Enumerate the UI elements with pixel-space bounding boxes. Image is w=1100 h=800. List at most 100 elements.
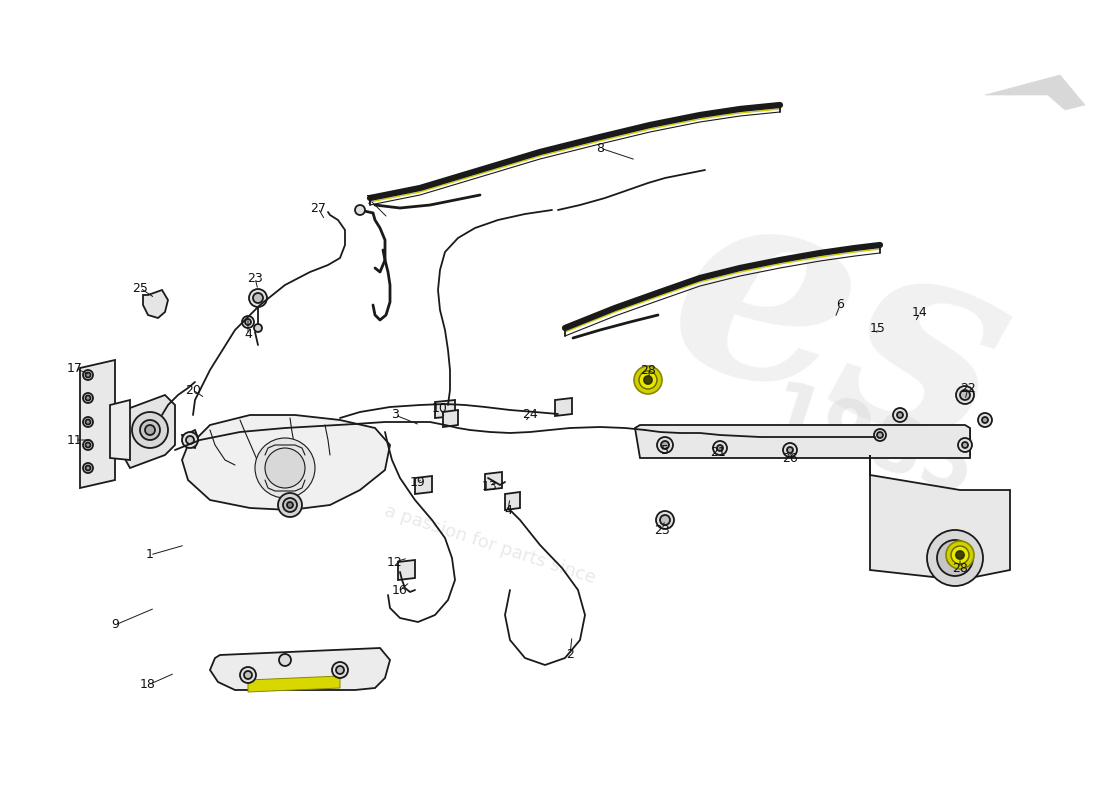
Text: 2: 2: [566, 649, 574, 662]
Circle shape: [717, 445, 723, 451]
Circle shape: [946, 541, 974, 569]
Circle shape: [82, 370, 94, 380]
Circle shape: [927, 530, 983, 586]
Text: es: es: [640, 150, 1040, 510]
Circle shape: [982, 417, 988, 423]
Text: 26: 26: [782, 451, 797, 465]
Text: 8: 8: [596, 142, 604, 154]
Circle shape: [874, 429, 886, 441]
Text: 28: 28: [953, 562, 968, 574]
Text: 9: 9: [111, 618, 119, 631]
Text: 17: 17: [67, 362, 82, 374]
Polygon shape: [182, 430, 198, 448]
Polygon shape: [635, 425, 970, 458]
Text: 7: 7: [366, 194, 374, 206]
Circle shape: [960, 390, 970, 400]
Text: 20: 20: [185, 383, 201, 397]
Polygon shape: [143, 290, 168, 318]
Text: 28: 28: [640, 363, 656, 377]
Circle shape: [253, 293, 263, 303]
Circle shape: [877, 432, 883, 438]
Text: 23: 23: [248, 271, 263, 285]
Text: 3: 3: [392, 409, 399, 422]
Circle shape: [952, 546, 969, 564]
Text: 10: 10: [432, 402, 448, 414]
Circle shape: [186, 436, 194, 444]
Text: 15: 15: [870, 322, 886, 334]
Circle shape: [265, 448, 305, 488]
Polygon shape: [120, 395, 175, 468]
Circle shape: [661, 441, 669, 449]
Circle shape: [896, 412, 903, 418]
Circle shape: [86, 395, 90, 401]
Polygon shape: [556, 398, 572, 416]
Polygon shape: [415, 476, 432, 494]
Circle shape: [893, 408, 907, 422]
Circle shape: [182, 432, 198, 448]
Text: 18: 18: [140, 678, 156, 691]
Polygon shape: [505, 492, 520, 510]
Circle shape: [639, 371, 657, 389]
Text: 4: 4: [244, 329, 252, 342]
Circle shape: [240, 667, 256, 683]
Text: 16: 16: [392, 583, 408, 597]
Circle shape: [279, 654, 292, 666]
Circle shape: [249, 289, 267, 307]
Text: 4: 4: [504, 503, 512, 517]
Circle shape: [978, 413, 992, 427]
Circle shape: [956, 551, 964, 559]
Circle shape: [86, 442, 90, 447]
Circle shape: [660, 515, 670, 525]
Polygon shape: [110, 400, 130, 460]
Circle shape: [336, 666, 344, 674]
Circle shape: [634, 366, 662, 394]
Polygon shape: [485, 472, 502, 490]
Circle shape: [82, 440, 94, 450]
Polygon shape: [984, 75, 1085, 110]
Polygon shape: [248, 676, 340, 692]
Circle shape: [786, 447, 793, 453]
Circle shape: [355, 205, 365, 215]
Circle shape: [657, 437, 673, 453]
Polygon shape: [210, 648, 390, 690]
Polygon shape: [434, 400, 455, 418]
Circle shape: [644, 376, 652, 384]
Circle shape: [245, 319, 251, 325]
Circle shape: [86, 373, 90, 378]
Text: 6: 6: [836, 298, 844, 311]
Text: 1985: 1985: [758, 377, 982, 513]
Circle shape: [132, 412, 168, 448]
Circle shape: [713, 441, 727, 455]
Circle shape: [140, 420, 159, 440]
Circle shape: [958, 438, 972, 452]
Text: 1: 1: [146, 549, 154, 562]
Text: 22: 22: [960, 382, 976, 394]
Circle shape: [283, 498, 297, 512]
Circle shape: [82, 417, 94, 427]
Circle shape: [937, 540, 974, 576]
Circle shape: [287, 502, 293, 508]
Polygon shape: [182, 415, 390, 510]
Circle shape: [278, 493, 303, 517]
Text: 13: 13: [482, 481, 498, 494]
Text: 23: 23: [654, 523, 670, 537]
Polygon shape: [870, 455, 1010, 580]
Text: 21: 21: [711, 446, 726, 459]
Circle shape: [254, 324, 262, 332]
Polygon shape: [398, 560, 415, 580]
Text: 12: 12: [387, 555, 403, 569]
Circle shape: [86, 466, 90, 470]
Text: 5: 5: [661, 443, 669, 457]
Text: 24: 24: [522, 409, 538, 422]
Text: 25: 25: [132, 282, 147, 294]
Circle shape: [332, 662, 348, 678]
Circle shape: [82, 463, 94, 473]
Circle shape: [255, 438, 315, 498]
Text: a passion for parts since: a passion for parts since: [382, 502, 598, 588]
Text: 27: 27: [310, 202, 326, 214]
Circle shape: [783, 443, 798, 457]
Circle shape: [86, 419, 90, 425]
Polygon shape: [443, 410, 458, 427]
Circle shape: [242, 316, 254, 328]
Circle shape: [145, 425, 155, 435]
